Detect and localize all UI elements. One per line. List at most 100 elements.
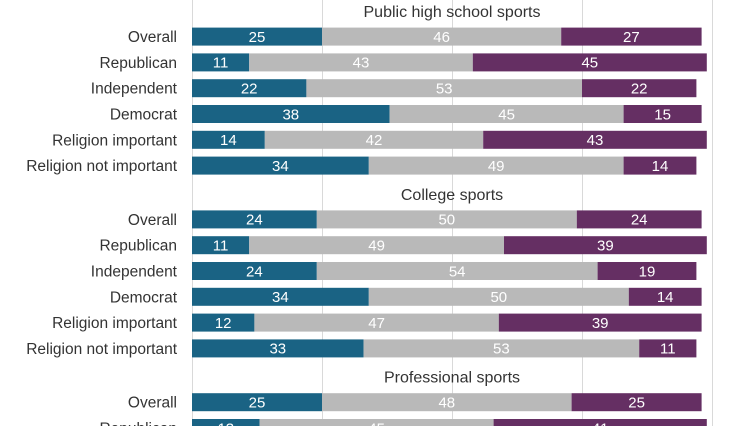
category-label: Republican xyxy=(99,238,177,255)
bar-segment-2 xyxy=(623,105,702,123)
bar-segment-2 xyxy=(597,262,697,280)
bar-segment-2 xyxy=(504,236,707,255)
bar-segment-0 xyxy=(192,287,369,306)
bar-segment-0 xyxy=(192,419,260,426)
data-label: 22 xyxy=(631,81,648,98)
bar-segment-1 xyxy=(306,79,582,98)
bar-row: Democrat 38 45 15 xyxy=(110,105,702,124)
data-label: 12 xyxy=(215,315,232,332)
data-label: 22 xyxy=(241,81,258,98)
bar-segment-0 xyxy=(192,210,317,229)
bar-row: Religion important 14 42 43 xyxy=(52,130,707,149)
data-label: 43 xyxy=(587,132,604,149)
bar-row: Religion not important 33 53 11 xyxy=(26,339,697,358)
category-label: Independent xyxy=(91,264,178,281)
data-label: 14 xyxy=(652,158,669,175)
data-label: 46 xyxy=(433,29,450,46)
bar-segment-2 xyxy=(582,79,697,98)
bar-segment-2 xyxy=(493,419,707,426)
bar-segment-0 xyxy=(192,53,250,72)
bar-segment-1 xyxy=(264,130,484,149)
group-0: Public high school sports Overall 25 46 27 Re… xyxy=(26,4,707,175)
data-label: 14 xyxy=(220,132,237,149)
bar-row: Religion important 12 47 39 xyxy=(52,313,702,332)
bar-segment-2 xyxy=(571,393,702,412)
data-label: 33 xyxy=(269,341,286,358)
data-label: 11 xyxy=(213,55,229,72)
data-label: 39 xyxy=(592,315,609,332)
data-label: 25 xyxy=(249,395,266,412)
bar-segment-1 xyxy=(368,287,629,306)
data-label: 50 xyxy=(490,289,507,306)
group-title: Professional sports xyxy=(384,370,520,387)
category-label: Independent xyxy=(91,81,178,98)
category-label: Overall xyxy=(128,29,177,46)
bar-segment-0 xyxy=(192,339,364,358)
data-label: 25 xyxy=(249,29,266,46)
bar-row: Independent 24 54 19 xyxy=(91,262,697,281)
bar-segment-2 xyxy=(628,287,702,306)
data-label: 11 xyxy=(660,341,676,358)
data-label: 38 xyxy=(282,106,299,123)
data-label: 49 xyxy=(368,238,385,255)
bar-segment-2 xyxy=(472,53,707,72)
data-label: 25 xyxy=(628,395,645,412)
bar-segment-1 xyxy=(363,339,640,358)
bar-segment-1 xyxy=(249,236,504,255)
bar-segment-1 xyxy=(249,53,473,72)
bar-segment-2 xyxy=(498,313,702,332)
bar-row: Republican 13 45 41 xyxy=(99,419,707,426)
bar-segment-0 xyxy=(192,236,250,255)
bar-segment-1 xyxy=(316,210,577,229)
data-label: 24 xyxy=(246,263,263,280)
bar-segment-1 xyxy=(254,313,499,332)
data-label: 34 xyxy=(272,289,289,306)
category-label: Republican xyxy=(99,421,177,426)
bar-segment-2 xyxy=(483,130,707,149)
category-label: Democrat xyxy=(110,289,178,306)
bar-segment-1 xyxy=(259,419,494,426)
bar-segment-0 xyxy=(192,262,317,280)
category-label: Overall xyxy=(128,395,177,412)
data-label: 13 xyxy=(217,420,234,426)
bar-row: Overall 25 46 27 xyxy=(128,27,702,46)
data-label: 42 xyxy=(366,132,383,149)
data-label: 54 xyxy=(449,263,466,280)
data-label: 11 xyxy=(213,238,229,255)
data-label: 45 xyxy=(368,420,385,426)
data-label: 24 xyxy=(246,212,263,229)
category-label: Religion important xyxy=(52,132,178,149)
data-label: 27 xyxy=(623,29,640,46)
data-label: 41 xyxy=(592,420,609,426)
data-label: 14 xyxy=(657,289,674,306)
data-label: 48 xyxy=(438,395,455,412)
group-title: College sports xyxy=(401,187,503,204)
bar-row: Overall 25 48 25 xyxy=(128,393,702,412)
data-label: 19 xyxy=(639,263,656,280)
group-title: Public high school sports xyxy=(364,4,541,21)
group-1: College sports Overall 24 50 24 Republican 11 4… xyxy=(26,187,707,358)
data-label: 43 xyxy=(353,55,370,72)
bar-row: Overall 24 50 24 xyxy=(128,210,702,229)
category-label: Republican xyxy=(99,55,177,72)
data-label: 50 xyxy=(438,212,455,229)
bar-segment-0 xyxy=(192,313,255,332)
category-label: Democrat xyxy=(110,107,178,124)
bar-segment-1 xyxy=(368,156,624,175)
data-label: 49 xyxy=(488,158,505,175)
bar-segment-0 xyxy=(192,27,322,46)
data-label: 34 xyxy=(272,158,289,175)
data-label: 45 xyxy=(581,55,598,72)
bar-segment-2 xyxy=(623,156,697,175)
data-label: 45 xyxy=(498,106,515,123)
bar-segment-0 xyxy=(192,130,265,149)
bar-segment-1 xyxy=(316,262,598,280)
bar-row: Republican 11 49 39 xyxy=(99,236,707,255)
bar-segment-1 xyxy=(389,105,624,123)
data-label: 39 xyxy=(597,238,614,255)
data-label: 47 xyxy=(368,315,385,332)
category-label: Religion not important xyxy=(26,158,177,175)
bar-row: Democrat 34 50 14 xyxy=(110,287,702,306)
bar-segment-1 xyxy=(322,393,572,412)
